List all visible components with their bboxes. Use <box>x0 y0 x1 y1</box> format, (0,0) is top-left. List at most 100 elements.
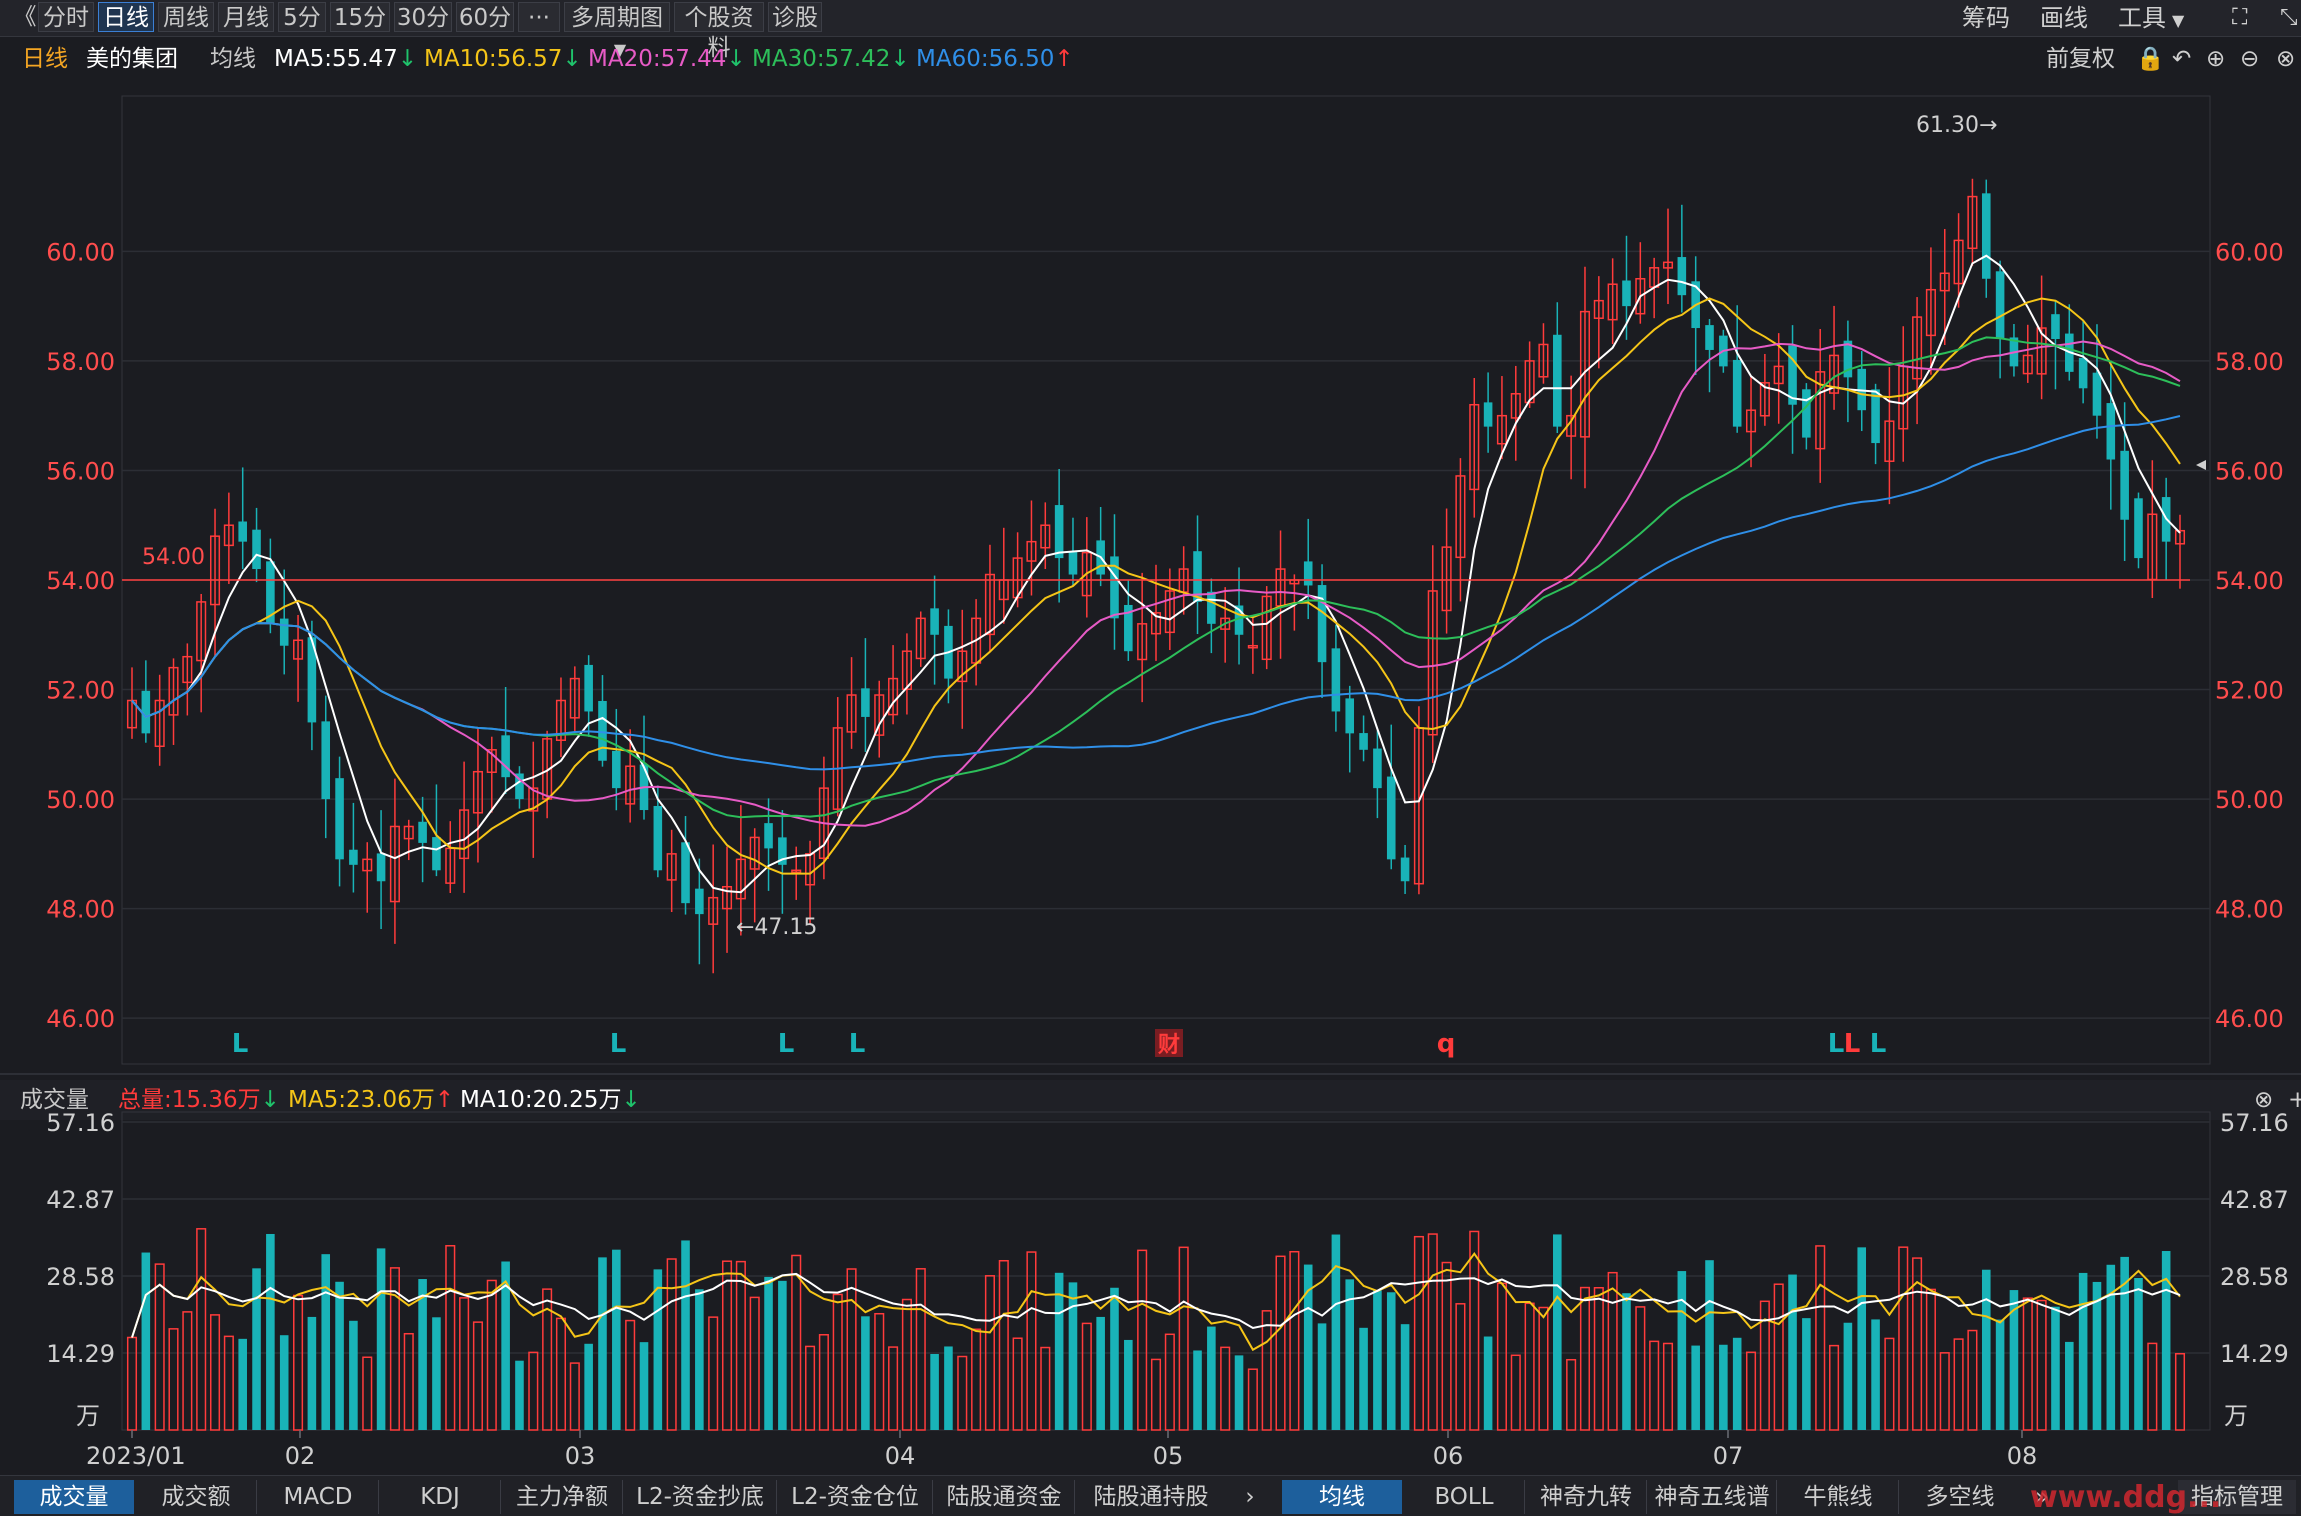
chips-button[interactable]: 筹码 <box>1962 4 2010 32</box>
total-volume-text: 总量:15.36万 <box>118 1087 261 1113</box>
candle-body <box>307 637 317 723</box>
volume-ma10: MA10:20.25万↓ <box>460 1080 641 1120</box>
indicator-manage-button[interactable]: 指标管理 <box>2178 1480 2296 1514</box>
more-tabs-icon[interactable]: » <box>2034 1484 2050 1510</box>
tools-button[interactable]: 工具 ▼ <box>2118 0 2184 36</box>
candle <box>1427 545 1438 763</box>
candle-body <box>486 749 497 773</box>
signal-mark: L <box>1844 1029 1861 1059</box>
zoom-in-icon[interactable]: ⊕ <box>2206 46 2226 72</box>
candle <box>1096 506 1105 587</box>
stock-profile-button[interactable]: 个股资料 <box>674 2 764 61</box>
volume-title[interactable]: 成交量 <box>20 1087 89 1113</box>
candle-body <box>1553 334 1562 427</box>
x-tick-label: 08 <box>2007 1442 2038 1470</box>
candle <box>542 730 553 819</box>
price-tick-label-right: 58.00 <box>2215 348 2284 376</box>
volume-tick-label-right: 42.87 <box>2220 1186 2289 1214</box>
candle-body <box>1427 590 1438 736</box>
volume-bar <box>307 1316 317 1430</box>
volume-bar <box>515 1360 524 1430</box>
candle <box>1234 567 1244 665</box>
signal-mark: L <box>1870 1029 1887 1059</box>
tab-bull-bear[interactable]: 牛熊线 <box>1778 1480 1899 1514</box>
candle-body <box>2106 403 2116 460</box>
signal-mark: L <box>849 1029 866 1059</box>
tab-30min[interactable]: 30分 <box>394 2 452 32</box>
tab-l2-bottom[interactable]: L2-资金抄底 <box>624 1480 777 1514</box>
volume-tick-label-left: 28.58 <box>46 1263 115 1291</box>
candle-body <box>515 773 524 800</box>
zoom-out-icon[interactable]: ⊖ <box>2240 46 2260 72</box>
tab-five-lines[interactable]: 神奇五线谱 <box>1648 1480 1777 1514</box>
candle-body <box>1124 604 1133 652</box>
candle-body <box>1579 310 1591 438</box>
scroll-right-icon[interactable]: › <box>1245 1484 1255 1510</box>
volume-bar <box>1289 1250 1300 1431</box>
candle-body <box>2174 529 2186 545</box>
draw-button[interactable]: 画线 <box>2040 4 2088 32</box>
volume-bar <box>1247 1368 1258 1431</box>
candle <box>666 829 677 913</box>
candle <box>930 575 939 685</box>
close-panel-icon[interactable]: ⊗ <box>2254 1087 2274 1113</box>
candle <box>1953 213 1964 308</box>
tab-weekly[interactable]: 周线 <box>158 2 214 32</box>
tab-macd[interactable]: MACD <box>258 1480 379 1514</box>
tab-ma[interactable]: 均线 <box>1282 1480 1402 1514</box>
candle <box>154 674 165 766</box>
tab-volume[interactable]: 成交量 <box>14 1480 134 1514</box>
candle-body <box>930 608 939 635</box>
tab-td9[interactable]: 神奇九转 <box>1526 1480 1647 1514</box>
fullscreen-icon[interactable]: ⛶ <box>2232 5 2248 30</box>
close-icon[interactable]: ⊗ <box>2276 46 2296 72</box>
tab-l2-position[interactable]: L2-资金仓位 <box>778 1480 933 1514</box>
price-tick-label-left: 50.00 <box>46 786 115 814</box>
candle-body <box>1662 261 1674 269</box>
lock-icon[interactable]: 🔒 <box>2136 46 2165 72</box>
tab-intraday[interactable]: 分时 <box>38 2 94 32</box>
tab-northbound-holding[interactable]: 陆股通持股 <box>1093 1484 1209 1510</box>
more-periods-button[interactable]: ··· <box>518 2 560 32</box>
volume-bar <box>1871 1319 1880 1430</box>
tab-northbound-flow[interactable]: 陆股通资金 <box>934 1480 1075 1514</box>
candle-body <box>1967 195 1978 250</box>
volume-bar <box>362 1356 373 1431</box>
volume-bar <box>472 1321 483 1431</box>
add-panel-icon[interactable]: + <box>2288 1087 2301 1113</box>
diagnose-button[interactable]: 诊股 <box>768 2 822 32</box>
tab-boll[interactable]: BOLL <box>1404 1480 1525 1514</box>
indicator-type[interactable]: 均线 <box>210 46 256 72</box>
volume-bar <box>126 1336 138 1431</box>
candle <box>1110 514 1119 650</box>
tab-kdj[interactable]: KDJ <box>380 1480 501 1514</box>
volume-bar <box>832 1293 843 1431</box>
multi-period-dropdown[interactable]: 多周期图 ▼ <box>564 2 670 59</box>
tab-60min[interactable]: 60分 <box>456 2 514 32</box>
candle <box>957 609 968 729</box>
adjust-mode[interactable]: 前复权 <box>2046 46 2115 72</box>
volume-bar <box>569 1362 580 1431</box>
signal-mark: L <box>778 1029 795 1059</box>
tab-5min[interactable]: 5分 <box>278 2 326 32</box>
collapse-icon[interactable]: ⤡ <box>2280 5 2298 30</box>
candle-body <box>1331 648 1341 712</box>
tab-monthly[interactable]: 月线 <box>218 2 274 32</box>
tab-15min[interactable]: 15分 <box>330 2 390 32</box>
volume-unit-right: 万 <box>2224 1402 2248 1430</box>
volume-bar <box>1912 1257 1923 1431</box>
volume-bar <box>1524 1302 1535 1431</box>
volume-bar <box>1012 1337 1023 1431</box>
back-icon[interactable]: 《 <box>13 4 37 30</box>
volume-bar <box>2022 1297 2033 1431</box>
tab-daily[interactable]: 日线 <box>98 2 154 32</box>
tab-main-net[interactable]: 主力净额 <box>502 1480 623 1514</box>
volume-bar <box>1843 1322 1853 1430</box>
tab-turnover[interactable]: 成交额 <box>136 1480 257 1514</box>
candle-body <box>653 805 663 871</box>
undo-icon[interactable]: ↶ <box>2172 46 2192 72</box>
volume-bar <box>1719 1344 1728 1430</box>
tab-long-short[interactable]: 多空线 <box>1925 1484 1995 1510</box>
